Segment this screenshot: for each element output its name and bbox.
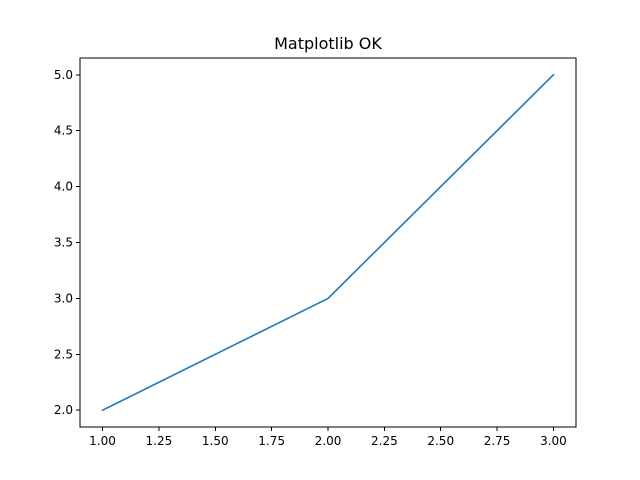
y-tick-label: 5.0 — [54, 68, 73, 82]
y-tick-label: 2.5 — [54, 347, 73, 361]
y-axis: 2.0 2.5 3.0 3.5 4.0 4.5 5.0 — [54, 68, 80, 417]
x-axis: 1.00 1.25 1.50 1.75 2.00 2.25 2.50 2.75 3.00 — [89, 427, 567, 448]
chart-title: Matplotlib OK — [274, 34, 382, 53]
x-tick-label: 1.75 — [258, 434, 285, 448]
y-tick-label: 3.0 — [54, 291, 73, 305]
x-tick-label: 1.50 — [202, 434, 229, 448]
y-tick-label: 3.5 — [54, 236, 73, 250]
y-tick-label: 4.0 — [54, 180, 73, 194]
axes-frame — [79, 57, 577, 428]
series-line — [101, 73, 555, 412]
y-tick-label: 2.0 — [54, 403, 73, 417]
x-tick-label: 2.25 — [371, 434, 398, 448]
x-tick-label: 1.25 — [146, 434, 173, 448]
x-tick-label: 1.00 — [89, 434, 116, 448]
x-tick-label: 2.75 — [484, 434, 511, 448]
plot-series-group — [101, 73, 555, 412]
y-tick-label: 4.5 — [54, 124, 73, 138]
x-tick-label: 2.00 — [315, 434, 342, 448]
x-tick-label: 3.00 — [540, 434, 567, 448]
x-tick-label: 2.50 — [427, 434, 454, 448]
